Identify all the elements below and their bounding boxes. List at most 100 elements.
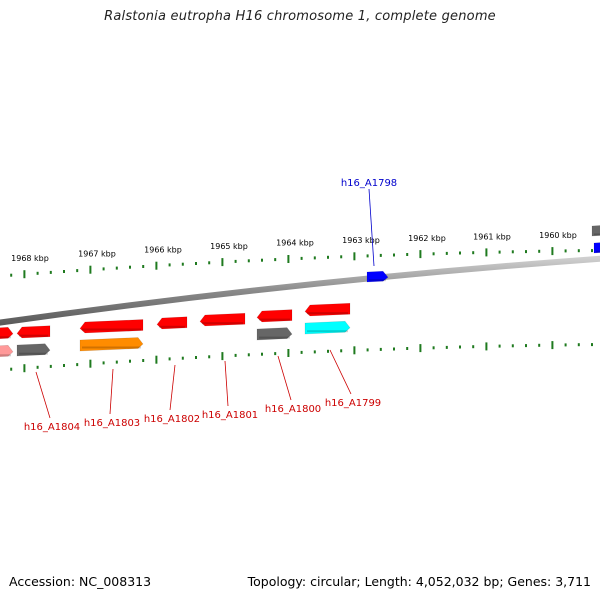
scale-tick [472, 345, 475, 349]
scale-tick [525, 250, 527, 254]
scale-tick [76, 269, 79, 273]
scale-tick [115, 266, 118, 270]
scale-tick [498, 344, 501, 348]
scale-tick [155, 261, 158, 270]
gene-shadow [82, 346, 141, 349]
scale-tick [366, 254, 369, 258]
gene-shadow [0, 336, 11, 339]
scale-tick [379, 347, 382, 351]
scale-tick [49, 364, 52, 368]
scale-tick [234, 353, 237, 357]
scale-tick [168, 357, 171, 361]
scale-tick [551, 341, 554, 350]
scale-tick [300, 350, 303, 354]
scale-tick [23, 270, 26, 279]
scale-tick [195, 356, 197, 359]
gene-block [16, 343, 51, 357]
scale-tick [221, 258, 224, 267]
scale-tick [393, 347, 395, 351]
scale-tick [511, 250, 514, 254]
scale-tick [472, 251, 475, 255]
scale-tick [181, 356, 184, 360]
scale-tick [366, 348, 369, 352]
scale-tick [23, 364, 26, 373]
scale-tick [459, 345, 461, 349]
scale-tick [485, 342, 488, 351]
scale-tick [577, 249, 580, 253]
gene-label: h16_A1804 [24, 422, 80, 433]
gene-block [0, 344, 14, 358]
gene-label: h16_A1802 [144, 414, 200, 425]
scale-tick [551, 247, 554, 256]
scale-tick [89, 359, 92, 368]
gene-features [0, 225, 600, 358]
kbp-label: 1960 kbp [539, 231, 577, 240]
scale-tick [445, 251, 448, 255]
kbp-label: 1965 kbp [210, 242, 248, 251]
topology-label: Topology: circular; Length: 4,052,032 bp… [247, 574, 591, 589]
scale-tick [208, 355, 211, 359]
scale-tick [129, 359, 131, 363]
gene-shadow [594, 233, 600, 236]
map-title: Ralstonia eutropha H16 chromosome 1, com… [104, 9, 496, 24]
scale-tick [511, 344, 514, 348]
scale-tick [591, 343, 593, 347]
gene-block [256, 327, 293, 341]
scale-tick [538, 343, 541, 347]
gene-label: h16_A1799 [325, 398, 381, 409]
scale-ticks-upper [10, 247, 593, 279]
scale-tick [168, 263, 171, 267]
gene-block [366, 270, 389, 283]
scale-tick [406, 253, 409, 256]
gene-shadow [19, 334, 48, 337]
scale-tick [155, 355, 158, 364]
scale-tick [327, 255, 329, 259]
scale-tick [287, 255, 290, 263]
gene-block [156, 316, 188, 330]
kbp-label: 1963 kbp [342, 236, 380, 245]
scale-tick [274, 352, 277, 356]
scale-tick [564, 249, 567, 253]
gene-block [79, 337, 144, 352]
scale-tick [36, 271, 39, 275]
gene-label-leader [329, 349, 352, 395]
scale-tick [49, 270, 52, 274]
gene-label-leader [368, 188, 375, 267]
scale-tick [102, 267, 105, 271]
scale-tick [102, 361, 105, 365]
gene-label: h16_A1798 [341, 178, 397, 189]
scale-tick [419, 344, 422, 353]
scale-tick [234, 259, 237, 263]
scale-tick [274, 258, 277, 262]
scale-tick [432, 346, 435, 350]
scale-tick [63, 364, 65, 367]
scale-tick [89, 265, 92, 274]
scale-tick [181, 262, 184, 266]
scale-tick [76, 363, 79, 367]
gene-shadow [369, 279, 386, 282]
scale-tick [221, 352, 224, 361]
scale-tick [406, 347, 409, 350]
gene-block [0, 326, 14, 340]
scale-tick [129, 265, 131, 269]
chromosome-backbone [0, 255, 600, 326]
scale-tick [247, 259, 250, 263]
gene-shadow [596, 250, 600, 253]
kbp-label: 1964 kbp [276, 239, 314, 248]
scale-tick [525, 344, 527, 348]
scale-tick [142, 265, 145, 268]
scale-tick [393, 253, 395, 257]
gene-shadow [307, 312, 348, 315]
scale-tick [419, 250, 422, 259]
scale-tick [247, 353, 250, 357]
gene-shadow [259, 336, 290, 339]
kbp-label: 1967 kbp [78, 249, 116, 258]
scale-tick [577, 343, 580, 347]
accession-label: Accession: NC_008313 [9, 574, 152, 589]
scale-tick [340, 349, 343, 353]
gene-labels: h16_A1804 h16_A1803 h16_A1802 h16_A1801 h16_… [24, 178, 397, 433]
kbp-labels: 1968 kbp 1967 kbp 1966 kbp 1965 kbp 1964 kbp… [11, 231, 577, 263]
scale-tick [379, 253, 382, 257]
gene-label: h16_A1803 [84, 418, 140, 429]
scale-tick [261, 352, 263, 356]
